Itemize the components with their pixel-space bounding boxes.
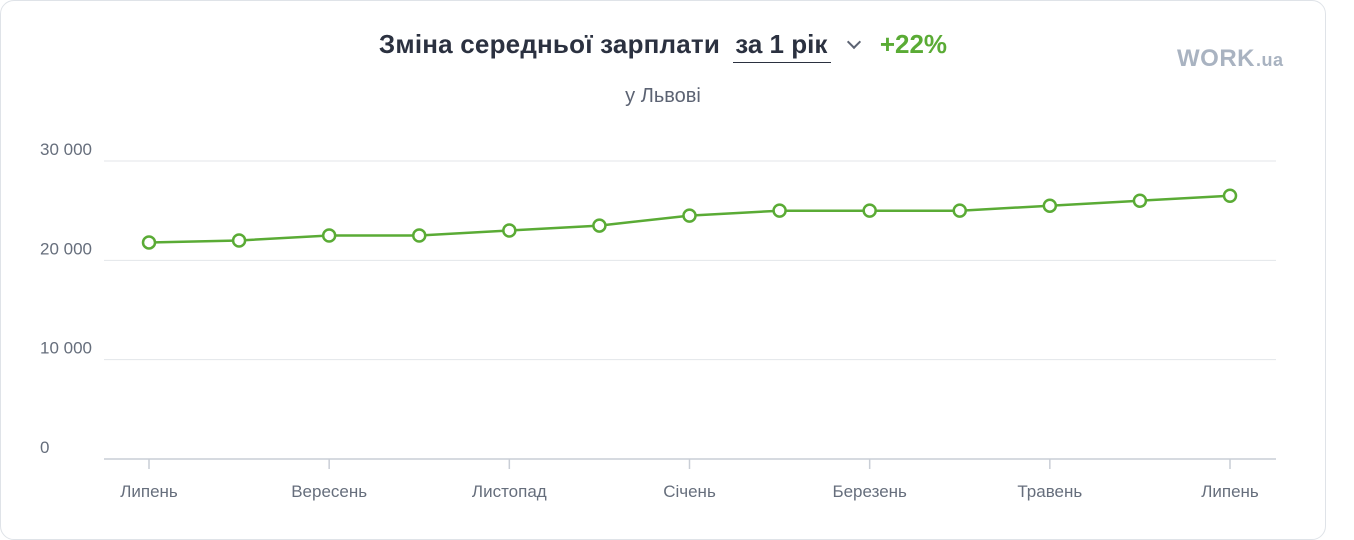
y-tick-label: 30 000 xyxy=(40,140,92,159)
x-tick-label: Листопад xyxy=(472,482,547,501)
data-point[interactable] xyxy=(1222,188,1238,204)
logo-main: WORK xyxy=(1177,45,1255,72)
data-point[interactable] xyxy=(952,203,967,218)
salary-change-value: +22% xyxy=(879,29,948,59)
y-tick-label: 0 xyxy=(40,438,49,457)
salary-chart-card: Зміна середньої зарплати за 1 рік +22% у… xyxy=(0,0,1326,540)
x-tick-label: Вересень xyxy=(291,482,367,501)
data-point[interactable] xyxy=(1132,193,1148,208)
chart-subtitle: у Львові xyxy=(625,85,701,107)
y-tick-label: 20 000 xyxy=(40,239,92,258)
chart-header: Зміна середньої зарплати за 1 рік +22% xyxy=(1,29,1325,63)
x-tick-label: Березень xyxy=(832,482,907,501)
data-point[interactable] xyxy=(502,223,517,238)
work-ua-logo[interactable]: WORK.ua xyxy=(1177,45,1284,73)
x-tick-label: Липень xyxy=(120,482,178,501)
grid-lines xyxy=(104,160,1276,361)
data-point[interactable] xyxy=(862,203,877,218)
data-point[interactable] xyxy=(772,203,787,218)
data-point[interactable] xyxy=(592,218,607,233)
line-chart: 0 10 000 20 000 30 000 Липень Вересень Листоп… xyxy=(40,140,1276,501)
chart-title: Зміна середньої зарплати xyxy=(378,29,721,59)
x-axis: Липень Вересень Листопад Січень Березень Трав… xyxy=(104,458,1276,501)
data-point[interactable] xyxy=(1042,198,1058,213)
logo-suffix: .ua xyxy=(1255,50,1284,70)
y-tick-label: 10 000 xyxy=(40,339,92,358)
data-point[interactable] xyxy=(231,233,247,248)
period-select[interactable]: за 1 рік xyxy=(733,29,832,63)
x-tick-label: Липень xyxy=(1201,482,1259,501)
x-tick-label: Січень xyxy=(663,482,716,501)
y-axis-labels: 0 10 000 20 000 30 000 xyxy=(40,140,92,457)
data-point[interactable] xyxy=(141,235,157,250)
x-tick-label: Травень xyxy=(1017,482,1082,501)
data-point[interactable] xyxy=(321,228,337,243)
data-point[interactable] xyxy=(682,208,697,223)
data-points xyxy=(141,188,1238,250)
data-point[interactable] xyxy=(412,228,427,243)
